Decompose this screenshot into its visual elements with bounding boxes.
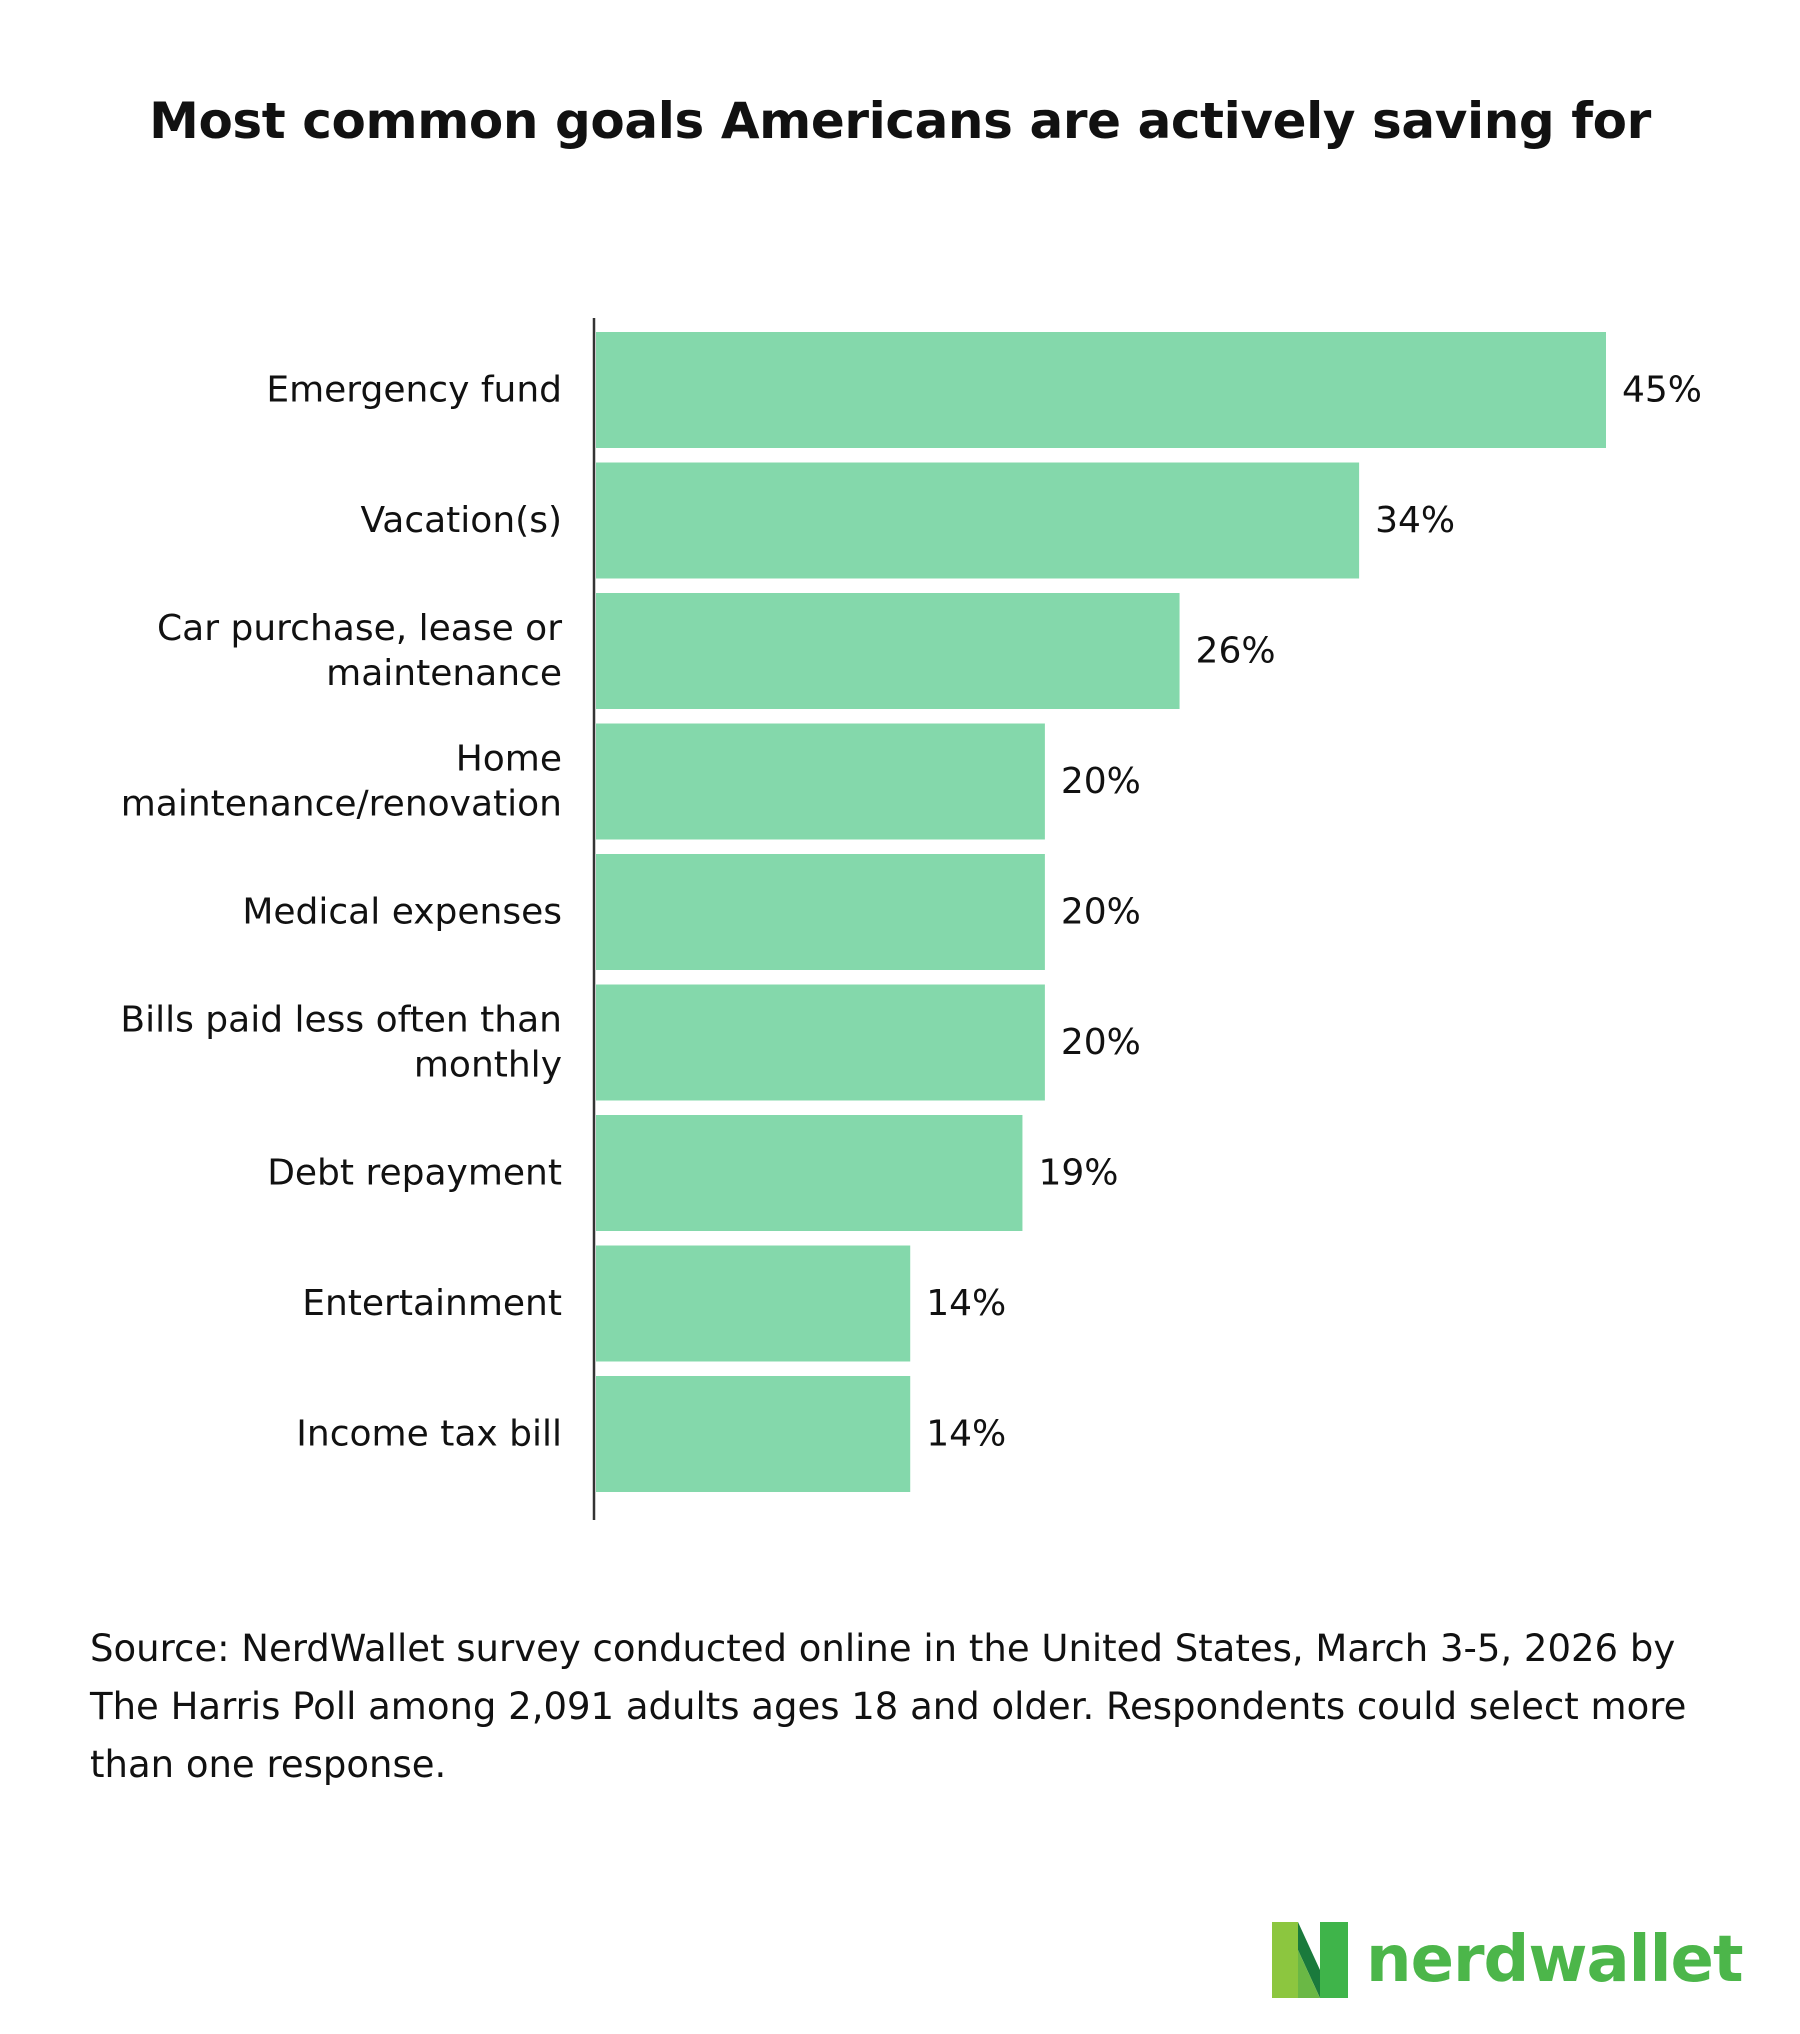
category-label-line: Bills paid less often than (120, 1000, 562, 1041)
category-label-0: Emergency fund (266, 370, 562, 411)
category-label-line: Vacation(s) (360, 500, 562, 541)
value-label-6: 19% (1038, 1153, 1118, 1194)
category-label-line: Home (456, 739, 562, 780)
bar-4 (596, 854, 1045, 970)
category-label-7: Entertainment (302, 1283, 562, 1324)
category-label-3: Home maintenance/renovation (121, 739, 562, 825)
chart-title: Most common goals Americans are actively… (149, 92, 1651, 150)
bar-5 (596, 984, 1045, 1101)
value-label-0: 45% (1622, 370, 1702, 411)
category-label-line: Income tax bill (296, 1414, 562, 1455)
category-label-2: Car purchase, lease or maintenance (157, 608, 562, 694)
bars-group (596, 332, 1606, 1492)
bar-0 (596, 332, 1606, 448)
category-label-line: maintenance (326, 653, 562, 694)
bar-1 (596, 462, 1360, 579)
value-label-7: 14% (926, 1283, 1006, 1324)
nerdwallet-n-logo-icon (1272, 1922, 1348, 1998)
bar-2 (596, 593, 1180, 709)
category-label-line: monthly (414, 1045, 562, 1086)
bar-7 (596, 1245, 911, 1362)
category-label-8: Income tax bill (296, 1414, 562, 1455)
value-label-5: 20% (1061, 1022, 1141, 1063)
value-label-4: 20% (1061, 892, 1141, 933)
category-label-6: Debt repayment (267, 1153, 562, 1194)
category-label-4: Medical expenses (242, 892, 562, 933)
category-label-5: Bills paid less often than monthly (120, 1000, 562, 1086)
bar-chart: 45% 34% 26% 20% 20% 20% 19% 14% 14% Emergency fu… (120, 318, 1702, 1520)
value-labels-group: 45% 34% 26% 20% 20% 20% 19% 14% 14% (926, 370, 1702, 1455)
bar-3 (596, 723, 1045, 840)
bar-8 (596, 1376, 911, 1492)
value-label-1: 34% (1375, 500, 1455, 541)
source-note: Source: NerdWallet survey conducted onli… (90, 1627, 1687, 1786)
value-label-8: 14% (926, 1414, 1006, 1455)
category-label-line: Medical expenses (242, 892, 562, 933)
logo-wordmark: nerdwallet (1366, 1923, 1744, 1997)
category-label-line: Car purchase, lease or (157, 608, 562, 649)
bar-6 (596, 1115, 1023, 1231)
value-label-2: 26% (1196, 631, 1276, 672)
category-label-line: Debt repayment (267, 1153, 562, 1194)
category-label-line: maintenance/renovation (121, 784, 562, 825)
category-label-line: Entertainment (302, 1283, 562, 1324)
category-labels-group: Emergency fund Vacation(s) Car purchase, l… (120, 370, 562, 1455)
category-label-1: Vacation(s) (360, 500, 562, 541)
category-label-line: Emergency fund (266, 370, 562, 411)
nerdwallet-logo: nerdwallet (1272, 1922, 1744, 1998)
value-label-3: 20% (1061, 761, 1141, 802)
